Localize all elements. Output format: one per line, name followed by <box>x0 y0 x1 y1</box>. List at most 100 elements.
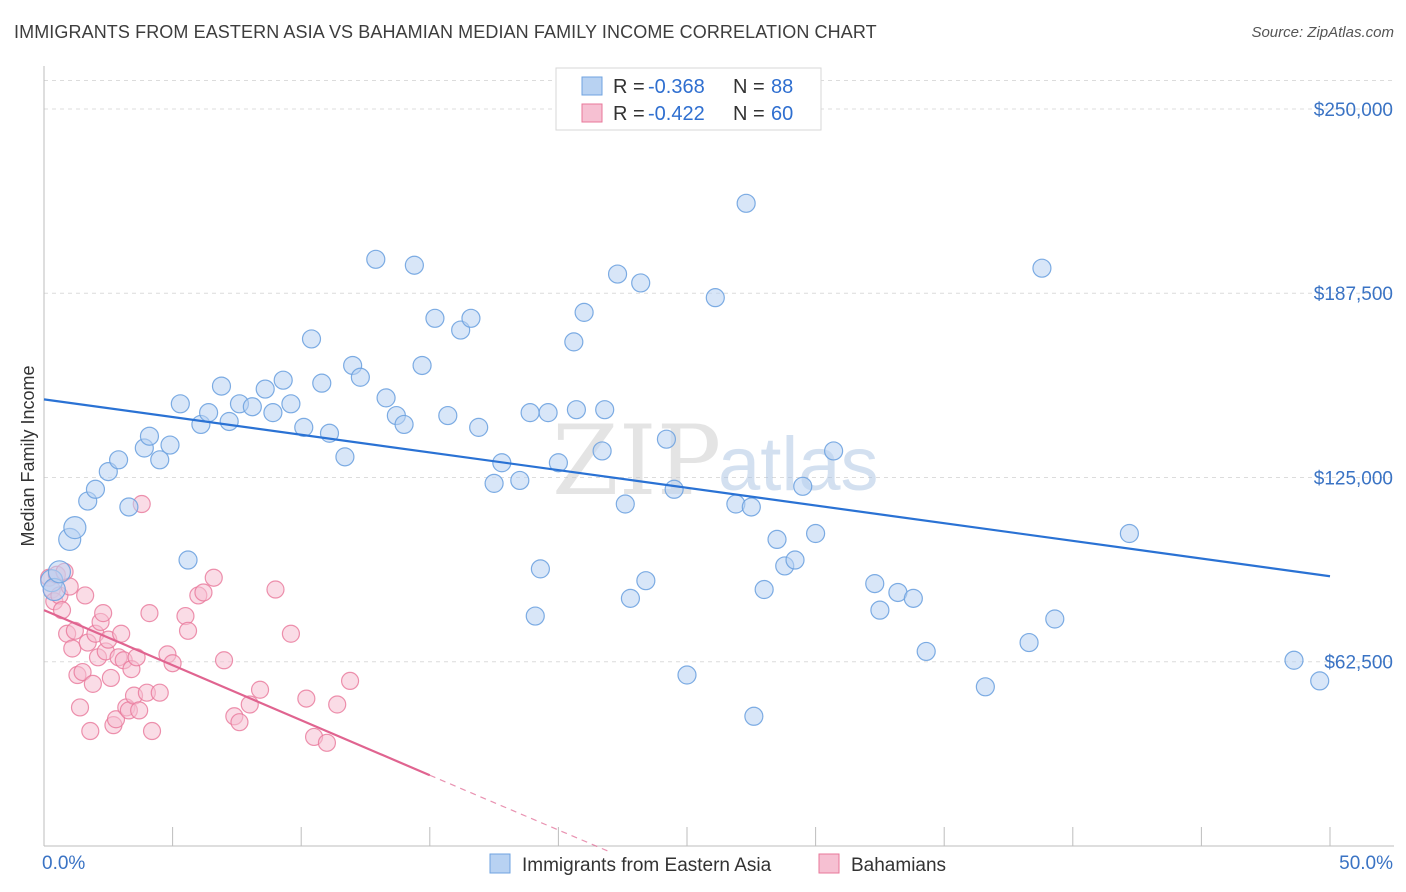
eastern-asia-point-8 <box>108 450 129 470</box>
eastern-asia-point-44 <box>484 473 504 493</box>
bahamians-point-21 <box>94 604 113 623</box>
eastern-asia-point-40 <box>438 405 458 426</box>
bahamians-point-55 <box>297 689 316 708</box>
bahamians-point-54 <box>281 624 301 643</box>
eastern-asia-point-62 <box>656 429 677 449</box>
eastern-asia-point-49 <box>538 403 558 423</box>
y-tick-label-3: $250,000 <box>1314 100 1393 121</box>
eastern-asia-point-67 <box>736 193 756 213</box>
bahamians-point-14 <box>76 586 95 605</box>
eastern-asia-point-60 <box>631 273 651 293</box>
eastern-asia-point-84 <box>1032 258 1052 278</box>
eastern-asia-point-23 <box>263 403 283 423</box>
y-tick-labels: $62,500 $125,000 $187,500 $250,000 <box>1314 100 1393 674</box>
bahamians-point-58 <box>328 695 347 714</box>
bahamians-point-35 <box>130 701 149 720</box>
bahamians-point-47 <box>204 568 223 587</box>
eastern-asia-point-26 <box>294 417 314 437</box>
eastern-asia-point-37 <box>404 255 424 275</box>
eastern-asia-point-75 <box>805 523 826 544</box>
eastern-asia-point-42 <box>461 308 481 328</box>
eastern-asia-point-33 <box>366 249 386 269</box>
axes <box>43 66 1394 847</box>
bahamians-point-26 <box>106 710 126 729</box>
bahamians-point-44 <box>178 621 198 640</box>
bahamians-point-50 <box>230 713 249 732</box>
bahamians-point-48 <box>214 651 234 670</box>
eastern-asia-point-11 <box>139 426 160 446</box>
chart-title: IMMIGRANTS FROM EASTERN ASIA VS BAHAMIAN… <box>14 22 877 42</box>
eastern-asia-point-13 <box>160 435 180 455</box>
eastern-asia-point-69 <box>744 706 764 726</box>
eastern-asia-point-43 <box>469 417 489 437</box>
eastern-asia-point-71 <box>767 529 787 550</box>
eastern-asia-point-83 <box>1019 632 1039 653</box>
legend-swatch-pink <box>581 103 603 123</box>
eastern-asia-point-2 <box>47 560 72 584</box>
eastern-asia-point-15 <box>178 550 198 570</box>
eastern-asia-point-27 <box>301 329 322 349</box>
eastern-asia-point-55 <box>592 441 612 461</box>
eastern-asia-point-70 <box>754 579 774 600</box>
y-axis-title: Median Family Income <box>18 365 38 546</box>
legend-n-value-1: 88 <box>771 76 793 98</box>
bahamians-trend-extension <box>429 774 611 853</box>
eastern-asia-point-38 <box>412 355 432 376</box>
eastern-asia-point-47 <box>520 403 540 423</box>
eastern-asia-point-21 <box>242 397 262 417</box>
eastern-asia-point-77 <box>865 574 885 594</box>
eastern-asia-point-82 <box>975 677 995 697</box>
eastern-asia-point-17 <box>199 403 219 423</box>
bottom-legend-label-1: Immigrants from Eastern Asia <box>522 855 772 876</box>
bahamians-point-39 <box>142 721 162 741</box>
bahamians-point-38 <box>140 604 159 623</box>
bottom-legend: Immigrants from Eastern Asia Bahamians <box>489 853 946 876</box>
chart-source: Source: ZipAtlas.com <box>1251 24 1394 41</box>
bottom-legend-label-2: Bahamians <box>851 855 946 876</box>
legend-r-value-1: -0.368 <box>648 76 705 98</box>
y-tick-label-2: $187,500 <box>1314 284 1393 305</box>
eastern-asia-point-76 <box>824 441 844 461</box>
bahamians-point-53 <box>266 580 285 599</box>
eastern-asia-point-4 <box>63 516 87 540</box>
bahamians-point-17 <box>83 674 102 693</box>
eastern-asia-point-14 <box>170 394 190 414</box>
bahamians-trend-line <box>43 609 431 777</box>
eastern-asia-point-30 <box>335 447 355 467</box>
bahamians-point-24 <box>101 668 120 688</box>
y-tick-label-1: $125,000 <box>1314 468 1393 489</box>
eastern-asia-point-54 <box>574 302 594 322</box>
x-tick-label-min: 0.0% <box>42 853 85 874</box>
eastern-asia-point-39 <box>425 308 445 328</box>
bottom-legend-swatch-pink <box>818 853 840 874</box>
eastern-asia-point-28 <box>312 373 332 393</box>
watermark-zip: ZIP <box>552 405 721 517</box>
eastern-asia-point-18 <box>211 376 232 396</box>
eastern-asia-point-19 <box>219 411 239 432</box>
eastern-asia-point-59 <box>620 588 641 608</box>
bahamians-point-12 <box>70 698 90 717</box>
eastern-asia-point-51 <box>548 453 569 473</box>
eastern-asia-points <box>40 193 1330 726</box>
bahamians-point-52 <box>250 680 270 699</box>
eastern-asia-trend-line <box>43 398 1331 578</box>
eastern-asia-point-74 <box>793 476 813 496</box>
bahamians-point-43 <box>176 606 195 626</box>
bahamians-point-57 <box>317 733 337 752</box>
eastern-asia-point-65 <box>705 288 725 308</box>
grid-lines <box>44 80 1394 663</box>
eastern-asia-point-88 <box>1310 671 1330 691</box>
bahamians-point-16 <box>81 721 100 741</box>
legend-n-value-2: 60 <box>771 103 793 125</box>
x-tick-label-max: 50.0% <box>1339 853 1393 874</box>
eastern-asia-point-12 <box>150 450 170 470</box>
eastern-asia-point-25 <box>281 394 301 414</box>
eastern-asia-point-63 <box>664 479 684 499</box>
legend-r-label-2: R = <box>613 103 645 125</box>
bahamians-point-9 <box>63 639 82 658</box>
eastern-asia-point-24 <box>273 370 293 390</box>
eastern-asia-point-85 <box>1045 609 1065 629</box>
y-tick-label-0: $62,500 <box>1324 653 1393 674</box>
bahamians-point-40 <box>150 683 169 702</box>
eastern-asia-point-86 <box>1119 523 1139 544</box>
